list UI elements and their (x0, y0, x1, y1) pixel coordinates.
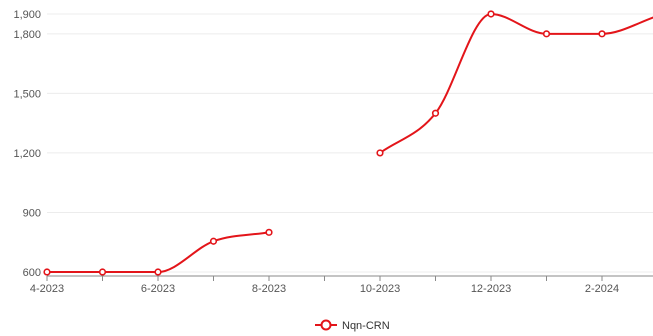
x-tick-label: 12-2023 (471, 283, 511, 295)
legend-label: Nqn-CRN (342, 320, 390, 332)
y-tick-label: 900 (23, 207, 41, 219)
legend-marker-icon (320, 319, 332, 331)
data-point[interactable] (154, 268, 162, 276)
x-axis: 4-2023 6-2023 8-2023 10-2023 12-2023 2-2024 (30, 275, 653, 295)
y-tick-label: 1,500 (13, 88, 41, 100)
legend[interactable]: Nqn-CRN (315, 319, 390, 332)
data-point[interactable] (209, 237, 218, 245)
y-axis-tick-labels: 600 900 1,200 1,500 1,800 1,900 (13, 9, 41, 279)
data-point[interactable] (431, 109, 440, 117)
data-point[interactable] (598, 30, 606, 38)
y-tick-label: 1,800 (13, 29, 41, 41)
y-tick-label: 1,200 (13, 148, 41, 160)
data-points (43, 10, 606, 276)
y-tick-label: 600 (23, 267, 41, 279)
series-line-segment (379, 12, 653, 154)
x-tick-label: 4-2023 (30, 283, 64, 295)
x-tick-label: 10-2023 (360, 283, 400, 295)
data-point[interactable] (542, 30, 551, 38)
data-point[interactable] (265, 228, 273, 236)
x-tick-label: 6-2023 (141, 283, 175, 295)
x-tick-label: 2-2024 (585, 283, 619, 295)
data-point[interactable] (43, 268, 51, 276)
series-line-segment (47, 231, 270, 274)
series-lines (47, 12, 653, 274)
y-tick-label: 1,900 (13, 9, 41, 21)
x-tick-label: 8-2023 (252, 283, 286, 295)
grid-lines (47, 13, 653, 273)
data-point[interactable] (376, 149, 384, 157)
data-point[interactable] (98, 268, 107, 276)
data-point[interactable] (487, 10, 495, 18)
